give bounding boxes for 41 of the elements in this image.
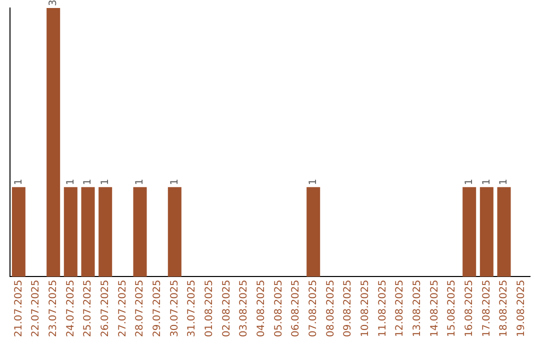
data-label: 1 bbox=[464, 178, 475, 186]
x-tick-label: 21.07.2025 bbox=[13, 280, 24, 338]
x-tick-label: 09.08.2025 bbox=[342, 280, 354, 338]
x-tick-label: 08.08.2025 bbox=[325, 280, 336, 338]
x-tick-label: 11.08.2025 bbox=[377, 280, 388, 338]
x-tick-label: 17.08.2025 bbox=[481, 280, 492, 338]
x-tick-label: 06.08.2025 bbox=[290, 280, 302, 338]
x-tick-label: 15.08.2025 bbox=[446, 280, 458, 338]
x-tick-label: 16.08.2025 bbox=[464, 280, 475, 338]
x-tick-label: 24.07.2025 bbox=[65, 280, 76, 338]
data-label: 1 bbox=[481, 178, 492, 186]
x-tick-label: 13.08.2025 bbox=[412, 280, 423, 338]
x-tick-label: 10.08.2025 bbox=[360, 280, 371, 338]
x-tick-label: 29.07.2025 bbox=[152, 280, 163, 338]
data-label: 1 bbox=[100, 178, 111, 186]
data-label: 1 bbox=[134, 178, 146, 186]
x-tick-label: 14.08.2025 bbox=[429, 280, 440, 338]
data-label: 1 bbox=[13, 178, 24, 186]
x-tick-label: 30.07.2025 bbox=[169, 280, 180, 338]
x-tick-label: 31.07.2025 bbox=[186, 280, 198, 338]
x-tick-label: 03.08.2025 bbox=[238, 280, 250, 338]
x-tick-label: 02.08.2025 bbox=[221, 280, 232, 338]
data-label: 1 bbox=[65, 178, 76, 186]
x-tick-label: 19.08.2025 bbox=[516, 280, 527, 338]
x-tick-label: 18.08.2025 bbox=[498, 280, 510, 338]
x-tick-label: 26.07.2025 bbox=[100, 280, 111, 338]
x-tick-label: 01.08.2025 bbox=[204, 280, 215, 338]
data-label: 3 bbox=[48, 0, 59, 6]
data-label: 1 bbox=[498, 178, 510, 186]
x-tick-label: 07.08.2025 bbox=[308, 280, 319, 338]
x-tick-label: 23.07.2025 bbox=[48, 280, 59, 338]
x-tick-label: 25.07.2025 bbox=[82, 280, 94, 338]
data-label: 1 bbox=[169, 178, 180, 186]
x-tick-label: 12.08.2025 bbox=[394, 280, 406, 338]
data-label: 1 bbox=[82, 178, 94, 186]
data-label: 1 bbox=[308, 178, 319, 186]
x-tick-label: 22.07.2025 bbox=[30, 280, 42, 338]
x-tick-label: 04.08.2025 bbox=[256, 280, 267, 338]
x-tick-label: 27.07.2025 bbox=[117, 280, 128, 338]
x-tick-label: 05.08.2025 bbox=[273, 280, 284, 338]
x-tick-label: 28.07.2025 bbox=[134, 280, 146, 338]
